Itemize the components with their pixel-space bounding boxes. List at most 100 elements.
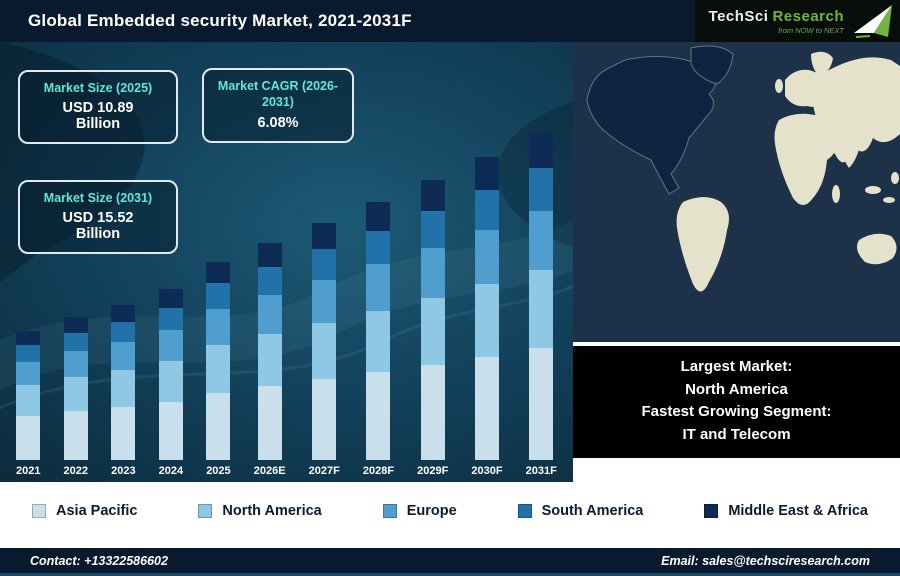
bar-segment-middle-east-africa bbox=[475, 157, 499, 191]
bar-segment-asia-pacific bbox=[366, 372, 391, 460]
logo-brand-primary: TechSci bbox=[708, 7, 769, 25]
x-axis-label: 2028F bbox=[362, 465, 395, 477]
legend-swatch-north-america bbox=[198, 504, 213, 518]
legend-swatch-asia-pacific bbox=[32, 504, 46, 518]
bar-stack bbox=[420, 180, 445, 460]
logo-text: TechSci Research from NOW to NEXT bbox=[709, 8, 844, 35]
bar-segment-middle-east-africa bbox=[111, 304, 136, 322]
bar-segment-middle-east-africa bbox=[366, 202, 391, 231]
bar-stack bbox=[111, 304, 136, 460]
bar-segment-asia-pacific bbox=[475, 357, 499, 460]
legend-swatch-south-america bbox=[517, 504, 532, 518]
x-axis-label: 2023 bbox=[111, 465, 136, 477]
bar-stack bbox=[312, 223, 337, 460]
contact-email: Email: sales@techsciresearch.com bbox=[661, 553, 870, 568]
info-box-label: Market Size (2031) bbox=[43, 191, 153, 205]
stacked-bar-chart: 2021 2022 2023 2024 2025 2026E 2027F 2028F 2029F… bbox=[0, 42, 573, 482]
bar-segment-middle-east-africa bbox=[16, 331, 41, 346]
caption-fastest-segment-label: Fastest Growing Segment: bbox=[641, 403, 832, 420]
bar-segment-north-america bbox=[257, 334, 282, 387]
island-madagascar bbox=[832, 185, 840, 203]
x-axis-label: 2021 bbox=[16, 465, 41, 477]
continent-africa bbox=[774, 113, 838, 205]
legend-item-middle-east-africa: Middle East & Africa bbox=[704, 503, 868, 519]
bar-segment-south-america bbox=[529, 168, 554, 211]
bar-column-2029f: 2029F bbox=[417, 180, 448, 482]
bar-column-2022: 2022 bbox=[63, 316, 89, 482]
bar-segment-north-america bbox=[16, 385, 41, 417]
legend-label: North America bbox=[222, 503, 322, 519]
bar-segment-south-america bbox=[257, 266, 282, 296]
footer-bar: Contact: +13322586602 Email: sales@techs… bbox=[0, 548, 900, 576]
islands-southeast-asia bbox=[865, 186, 881, 194]
bar-segment-north-america bbox=[158, 360, 183, 402]
x-axis-label: 2025 bbox=[206, 465, 231, 477]
bar-segment-europe bbox=[206, 309, 231, 346]
world-map bbox=[573, 42, 900, 342]
continent-north-america bbox=[586, 55, 716, 195]
bar-column-2028f: 2028F bbox=[363, 202, 394, 482]
x-axis-label: 2022 bbox=[63, 465, 89, 477]
bar-segment-europe bbox=[529, 210, 554, 270]
info-box-market-size-2031: Market Size (2031) USD 15.52 Billion bbox=[18, 180, 178, 255]
world-map-svg bbox=[573, 42, 900, 342]
chart-legend: Asia Pacific North America Europe South Ame… bbox=[0, 482, 900, 540]
bar-segment-north-america bbox=[529, 269, 554, 349]
bar-segment-middle-east-africa bbox=[63, 316, 88, 333]
bar-stack bbox=[63, 316, 88, 460]
bar-segment-europe bbox=[257, 295, 282, 335]
bar-segment-asia-pacific bbox=[158, 401, 183, 460]
logo-tagline: from NOW to NEXT bbox=[778, 25, 844, 35]
bar-stack bbox=[475, 157, 499, 460]
bar-segment-europe bbox=[63, 351, 88, 377]
island-uk bbox=[775, 79, 783, 93]
bar-segment-south-america bbox=[475, 190, 499, 230]
island-greenland bbox=[690, 45, 734, 85]
main-content: Market Size (2025) USD 10.89 Billion Mar… bbox=[0, 42, 900, 482]
bar-segment-middle-east-africa bbox=[312, 223, 337, 250]
x-axis-label: 2029F bbox=[417, 465, 449, 477]
legend-label: Asia Pacific bbox=[56, 503, 138, 519]
legend-swatch-middle-east-africa bbox=[704, 504, 719, 518]
info-box-value: USD 15.52 bbox=[62, 210, 134, 227]
bar-segment-asia-pacific bbox=[312, 379, 337, 460]
bar-segment-europe bbox=[158, 330, 183, 361]
bar-segment-asia-pacific bbox=[257, 386, 282, 460]
paper-plane-icon bbox=[854, 5, 892, 38]
x-axis-label: 2030F bbox=[471, 465, 503, 477]
header-bar: Global Embedded security Market, 2021-20… bbox=[0, 0, 900, 42]
x-axis-label: 2026E bbox=[253, 465, 286, 477]
logo-brand-secondary: Research bbox=[772, 7, 844, 25]
bar-stack bbox=[366, 202, 391, 460]
legend-item-asia-pacific: Asia Pacific bbox=[32, 503, 137, 519]
bar-segment-north-america bbox=[206, 345, 231, 393]
bar-segment-asia-pacific bbox=[63, 411, 88, 460]
region-india bbox=[840, 134, 861, 168]
caption-largest-market-label: Largest Market: bbox=[680, 358, 793, 375]
bar-segment-middle-east-africa bbox=[206, 261, 231, 284]
bar-segment-asia-pacific bbox=[529, 348, 554, 460]
info-box-market-size-2025: Market Size (2025) USD 10.89 Billion bbox=[18, 70, 178, 145]
bar-segment-asia-pacific bbox=[111, 407, 136, 460]
map-caption-box: Largest Market: North America Fastest Gr… bbox=[573, 346, 900, 458]
bar-segment-middle-east-africa bbox=[158, 288, 183, 308]
bar-segment-asia-pacific bbox=[420, 364, 445, 460]
x-axis-label: 2031F bbox=[525, 465, 557, 477]
legend-item-europe: Europe bbox=[382, 503, 457, 519]
legend-item-north-america: North America bbox=[198, 503, 322, 519]
bar-segment-south-america bbox=[16, 345, 41, 362]
bar-column-2024: 2024 bbox=[158, 288, 183, 482]
legend-item-south-america: South America bbox=[517, 503, 643, 519]
bar-segment-north-america bbox=[475, 284, 499, 357]
bar-segment-europe bbox=[366, 264, 391, 311]
bar-segment-south-america bbox=[206, 283, 231, 310]
bar-segment-europe bbox=[111, 342, 136, 370]
bar-column-2031f: 2031F bbox=[525, 131, 557, 482]
bar-stack bbox=[206, 261, 231, 460]
continent-australia bbox=[857, 233, 897, 265]
bar-segment-south-america bbox=[366, 230, 391, 265]
chart-panel: Market Size (2025) USD 10.89 Billion Mar… bbox=[0, 42, 573, 482]
bar-segment-europe bbox=[420, 247, 445, 298]
info-box-value: 6.08% bbox=[257, 114, 299, 131]
